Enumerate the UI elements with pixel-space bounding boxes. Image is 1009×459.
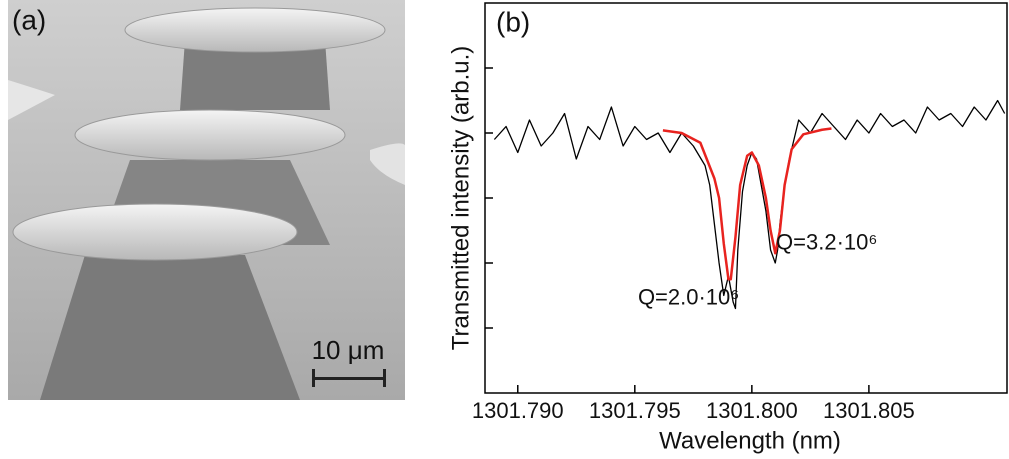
x-tick-label: 1301.795 [589, 398, 681, 423]
data-line [493, 99, 1006, 310]
panel-label: (b) [496, 6, 530, 37]
sem-image: 10 μm (a) [8, 0, 405, 400]
x-tick-label: 1301.800 [706, 398, 798, 423]
x-tick-label: 1301.790 [472, 398, 564, 423]
data-line [662, 127, 832, 281]
y-axis-label: Transmitted intensity (arb.u.) [447, 46, 474, 351]
panel-label: (a) [12, 4, 46, 35]
annotation: Q=2.0·10⁶ [638, 285, 739, 310]
scale-bar-label: 10 μm [312, 335, 385, 365]
plot-frame [484, 2, 1008, 394]
annotation: Q=3.2·10⁶ [776, 229, 877, 254]
x-axis-label: Wavelength (nm) [659, 427, 841, 454]
x-tick-label: 1301.805 [823, 398, 915, 423]
